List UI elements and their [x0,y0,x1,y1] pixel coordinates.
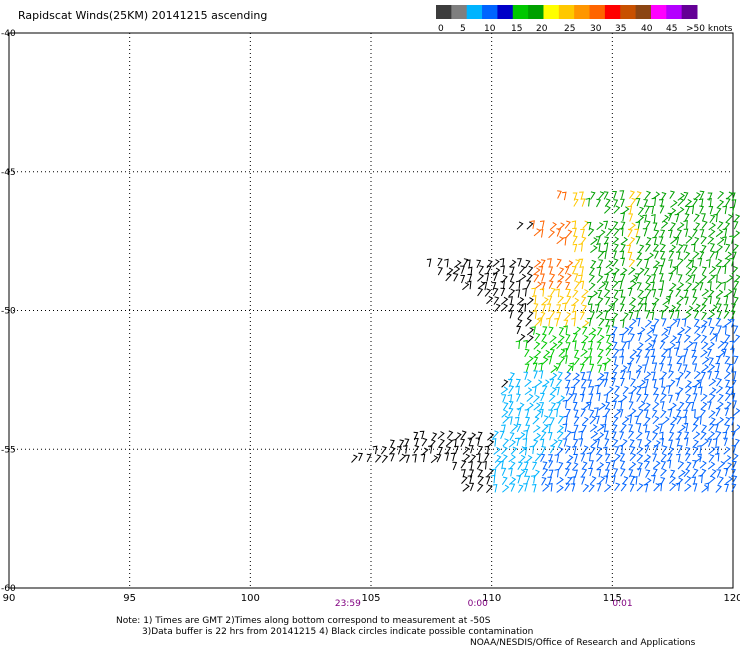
legend-label-1: 5 [460,24,466,34]
legend-label-6: 30 [590,24,602,34]
x-tick-label: 115 [603,593,622,604]
legend-label-0: 0 [438,24,444,34]
legend-label-3: 15 [511,24,522,34]
legend-swatch-3 [482,5,498,19]
map-title: Rapidscat Winds(25KM) 20141215 ascending [18,9,268,22]
y-tick-label: -50 [1,307,16,317]
y-tick-label: -60 [1,584,16,594]
legend-swatch-1 [451,5,468,19]
legend-swatch-7 [543,5,560,19]
legend-label-2: 10 [484,24,496,34]
legend-label-7: 35 [615,24,626,34]
note-line-2: 3)Data buffer is 22 hrs from 20141215 4)… [142,627,534,637]
legend-swatch-8 [558,5,575,19]
legend-swatch-4 [497,5,514,19]
legend-swatch-9 [574,5,591,19]
x-tick-label: 90 [3,593,16,604]
y-tick-label: -40 [1,29,16,39]
wind-barb-map: 90 95 100 105 110 115 120 -40 -45 -50 -55 -60 [1,29,740,604]
time-label-0: 23:59 [334,599,361,609]
grid-lines [9,33,733,588]
note-line-1: Note: 1) Times are GMT 2)Times along bot… [116,616,491,626]
legend-swatch-0 [436,5,452,19]
x-tick-label: 120 [723,593,740,604]
legend-label-10: >50 knots [686,24,733,34]
legend-swatch-13 [635,5,652,19]
wind-barbs [351,190,740,494]
legend-swatch-6 [528,5,544,19]
x-tick-label: 105 [361,593,380,604]
time-label-1: 0:00 [467,599,488,609]
legend-swatch-11 [604,5,621,19]
legend-label-4: 20 [536,24,548,34]
x-tick-label: 95 [123,593,136,604]
time-label-2: 0:01 [612,599,633,609]
y-tick-label: -55 [1,445,16,455]
legend-swatch-5 [512,5,529,19]
legend-label-8: 40 [641,24,653,34]
wind-speed-legend: 0 5 10 15 20 25 30 35 40 45 >50 knots [436,5,733,34]
legend-swatch-15 [666,5,683,19]
x-tick-label: 100 [241,593,260,604]
credit-line: NOAA/NESDIS/Office of Research and Appli… [470,638,696,648]
legend-swatch-10 [589,5,606,19]
x-tick-label: 110 [482,593,501,604]
legend-label-9: 45 [666,24,677,34]
legend-swatch-16 [681,5,698,19]
legend-swatch-12 [620,5,637,19]
legend-label-5: 25 [564,24,575,34]
y-tick-label: -45 [1,168,16,178]
legend-swatch-2 [466,5,483,19]
legend-swatch-14 [650,5,667,19]
